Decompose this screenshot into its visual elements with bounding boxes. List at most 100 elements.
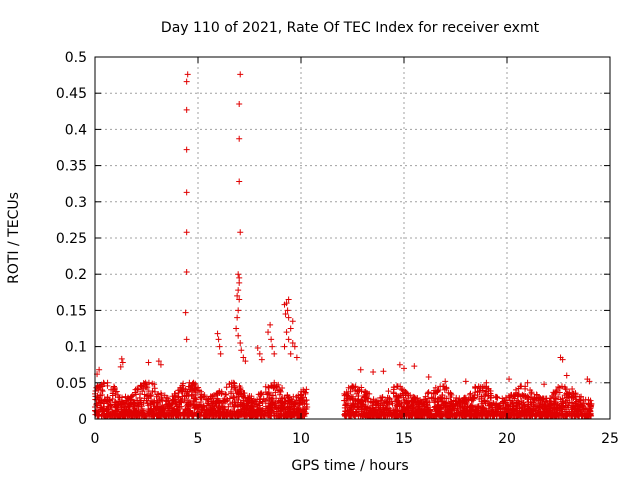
data-point [585, 396, 592, 403]
data-point [222, 398, 229, 405]
data-point [551, 391, 558, 398]
data-point [141, 391, 148, 398]
chart-title: Day 110 of 2021, Rate Of TEC Index for r… [161, 20, 540, 36]
data-point [570, 395, 577, 402]
data-point [390, 384, 397, 391]
data-point [405, 407, 412, 414]
data-point [479, 412, 486, 419]
data-point [183, 336, 190, 343]
data-point [385, 388, 392, 395]
data-point [506, 376, 513, 383]
data-point [585, 411, 592, 418]
data-point [95, 412, 102, 419]
data-point [442, 378, 449, 385]
data-point [522, 385, 529, 392]
data-point [380, 368, 387, 375]
data-point [522, 393, 529, 400]
grid-lines [95, 57, 610, 419]
data-point [112, 399, 119, 406]
data-point [588, 400, 595, 407]
data-point [370, 396, 377, 403]
data-point [183, 189, 190, 196]
data-point [421, 409, 428, 416]
data-point [469, 403, 476, 410]
data-point [341, 397, 348, 404]
data-point [558, 412, 565, 419]
data-point [512, 392, 519, 399]
data-point [559, 395, 566, 402]
data-point [398, 386, 405, 393]
data-point [520, 412, 527, 419]
data-point [106, 412, 113, 419]
data-point [142, 412, 149, 419]
x-tick-label: 5 [194, 431, 203, 447]
data-point [267, 412, 274, 419]
data-point [565, 393, 572, 400]
data-point [254, 345, 261, 352]
data-point [145, 402, 152, 409]
data-point [289, 339, 296, 346]
data-point [427, 411, 434, 418]
data-point [155, 397, 162, 404]
data-point [405, 397, 412, 404]
data-point [145, 359, 152, 366]
data-point [269, 343, 276, 350]
data-point [158, 394, 165, 401]
data-point [557, 411, 564, 418]
data-point [347, 407, 354, 414]
data-point [100, 407, 107, 414]
data-point [178, 384, 185, 391]
data-point [435, 387, 442, 394]
data-point [127, 401, 134, 408]
y-tick-label: 0.3 [65, 195, 87, 211]
data-point [245, 402, 252, 409]
data-point [482, 398, 489, 405]
data-point [341, 392, 348, 399]
data-point [349, 384, 356, 391]
data-point [151, 385, 158, 392]
data-point [168, 410, 175, 417]
plot-frame [94, 56, 611, 420]
data-point [375, 402, 382, 409]
data-point [183, 106, 190, 113]
data-point [405, 412, 412, 419]
data-point [233, 325, 240, 332]
data-point [508, 391, 515, 398]
data-point [217, 350, 224, 357]
data-point [341, 404, 348, 411]
data-point [265, 329, 272, 336]
data-point [184, 71, 191, 78]
data-point [155, 391, 162, 398]
data-point [482, 408, 489, 415]
data-point [288, 396, 295, 403]
data-point [257, 391, 264, 398]
data-point [267, 321, 274, 328]
data-point [164, 395, 171, 402]
data-point [157, 361, 164, 368]
data-point [130, 399, 137, 406]
data-point [204, 413, 211, 420]
data-point [219, 403, 226, 410]
data-point [390, 407, 397, 414]
data-point [235, 287, 242, 294]
data-point [199, 407, 206, 414]
data-point [496, 402, 503, 409]
data-point [462, 403, 469, 410]
data-point [355, 396, 362, 403]
data-point [237, 339, 244, 346]
data-point [187, 384, 194, 391]
data-point [291, 412, 298, 419]
data-point [231, 398, 238, 405]
data-point [234, 314, 241, 321]
y-tick-label: 0.4 [65, 122, 87, 138]
data-point [197, 394, 204, 401]
data-point [518, 397, 525, 404]
data-point [290, 408, 297, 415]
data-point [532, 403, 539, 410]
data-point [563, 408, 570, 415]
data-point [237, 385, 244, 392]
data-point [439, 394, 446, 401]
data-point [287, 350, 294, 357]
data-point [369, 402, 376, 409]
